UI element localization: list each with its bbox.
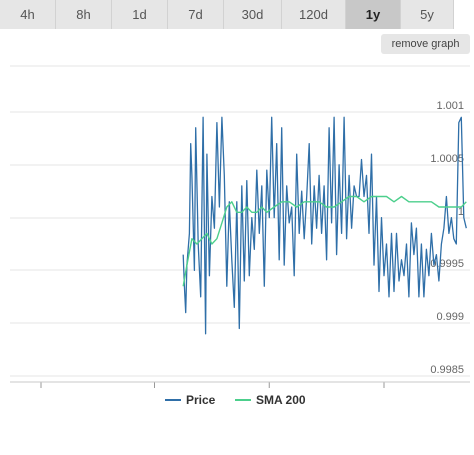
timeframe-tabs: 4h 8h 1d 7d 30d 120d 1y 5y [0, 0, 474, 29]
sma200-series-line [182, 195, 467, 287]
tab-1y[interactable]: 1y [346, 0, 401, 29]
remove-graph-button[interactable]: remove graph [381, 34, 470, 54]
y-tick-label: 0.999 [436, 311, 464, 323]
tab-1d[interactable]: 1d [112, 0, 168, 29]
legend-label-price: Price [186, 393, 216, 407]
tab-30d[interactable]: 30d [224, 0, 282, 29]
y-tick-label: 0.9985 [430, 364, 464, 376]
tab-120d[interactable]: 120d [282, 0, 346, 29]
price-series-line [182, 116, 467, 335]
tab-5y[interactable]: 5y [401, 0, 454, 29]
chart-legend: Price SMA 200 [0, 393, 474, 409]
y-tick-label: 0.9995 [430, 258, 464, 270]
legend-item-price[interactable]: Price [165, 393, 215, 407]
legend-swatch-sma [235, 399, 251, 401]
legend-item-sma[interactable]: SMA 200 [235, 393, 306, 407]
y-tick-label: 1 [458, 206, 464, 218]
tab-4h[interactable]: 4h [0, 0, 56, 29]
y-tick-label: 1.0005 [430, 153, 464, 165]
tab-7d[interactable]: 7d [168, 0, 224, 29]
legend-swatch-price [165, 399, 181, 401]
y-tick-label: 1.001 [436, 100, 464, 112]
legend-label-sma: SMA 200 [256, 393, 306, 407]
tab-8h[interactable]: 8h [56, 0, 112, 29]
